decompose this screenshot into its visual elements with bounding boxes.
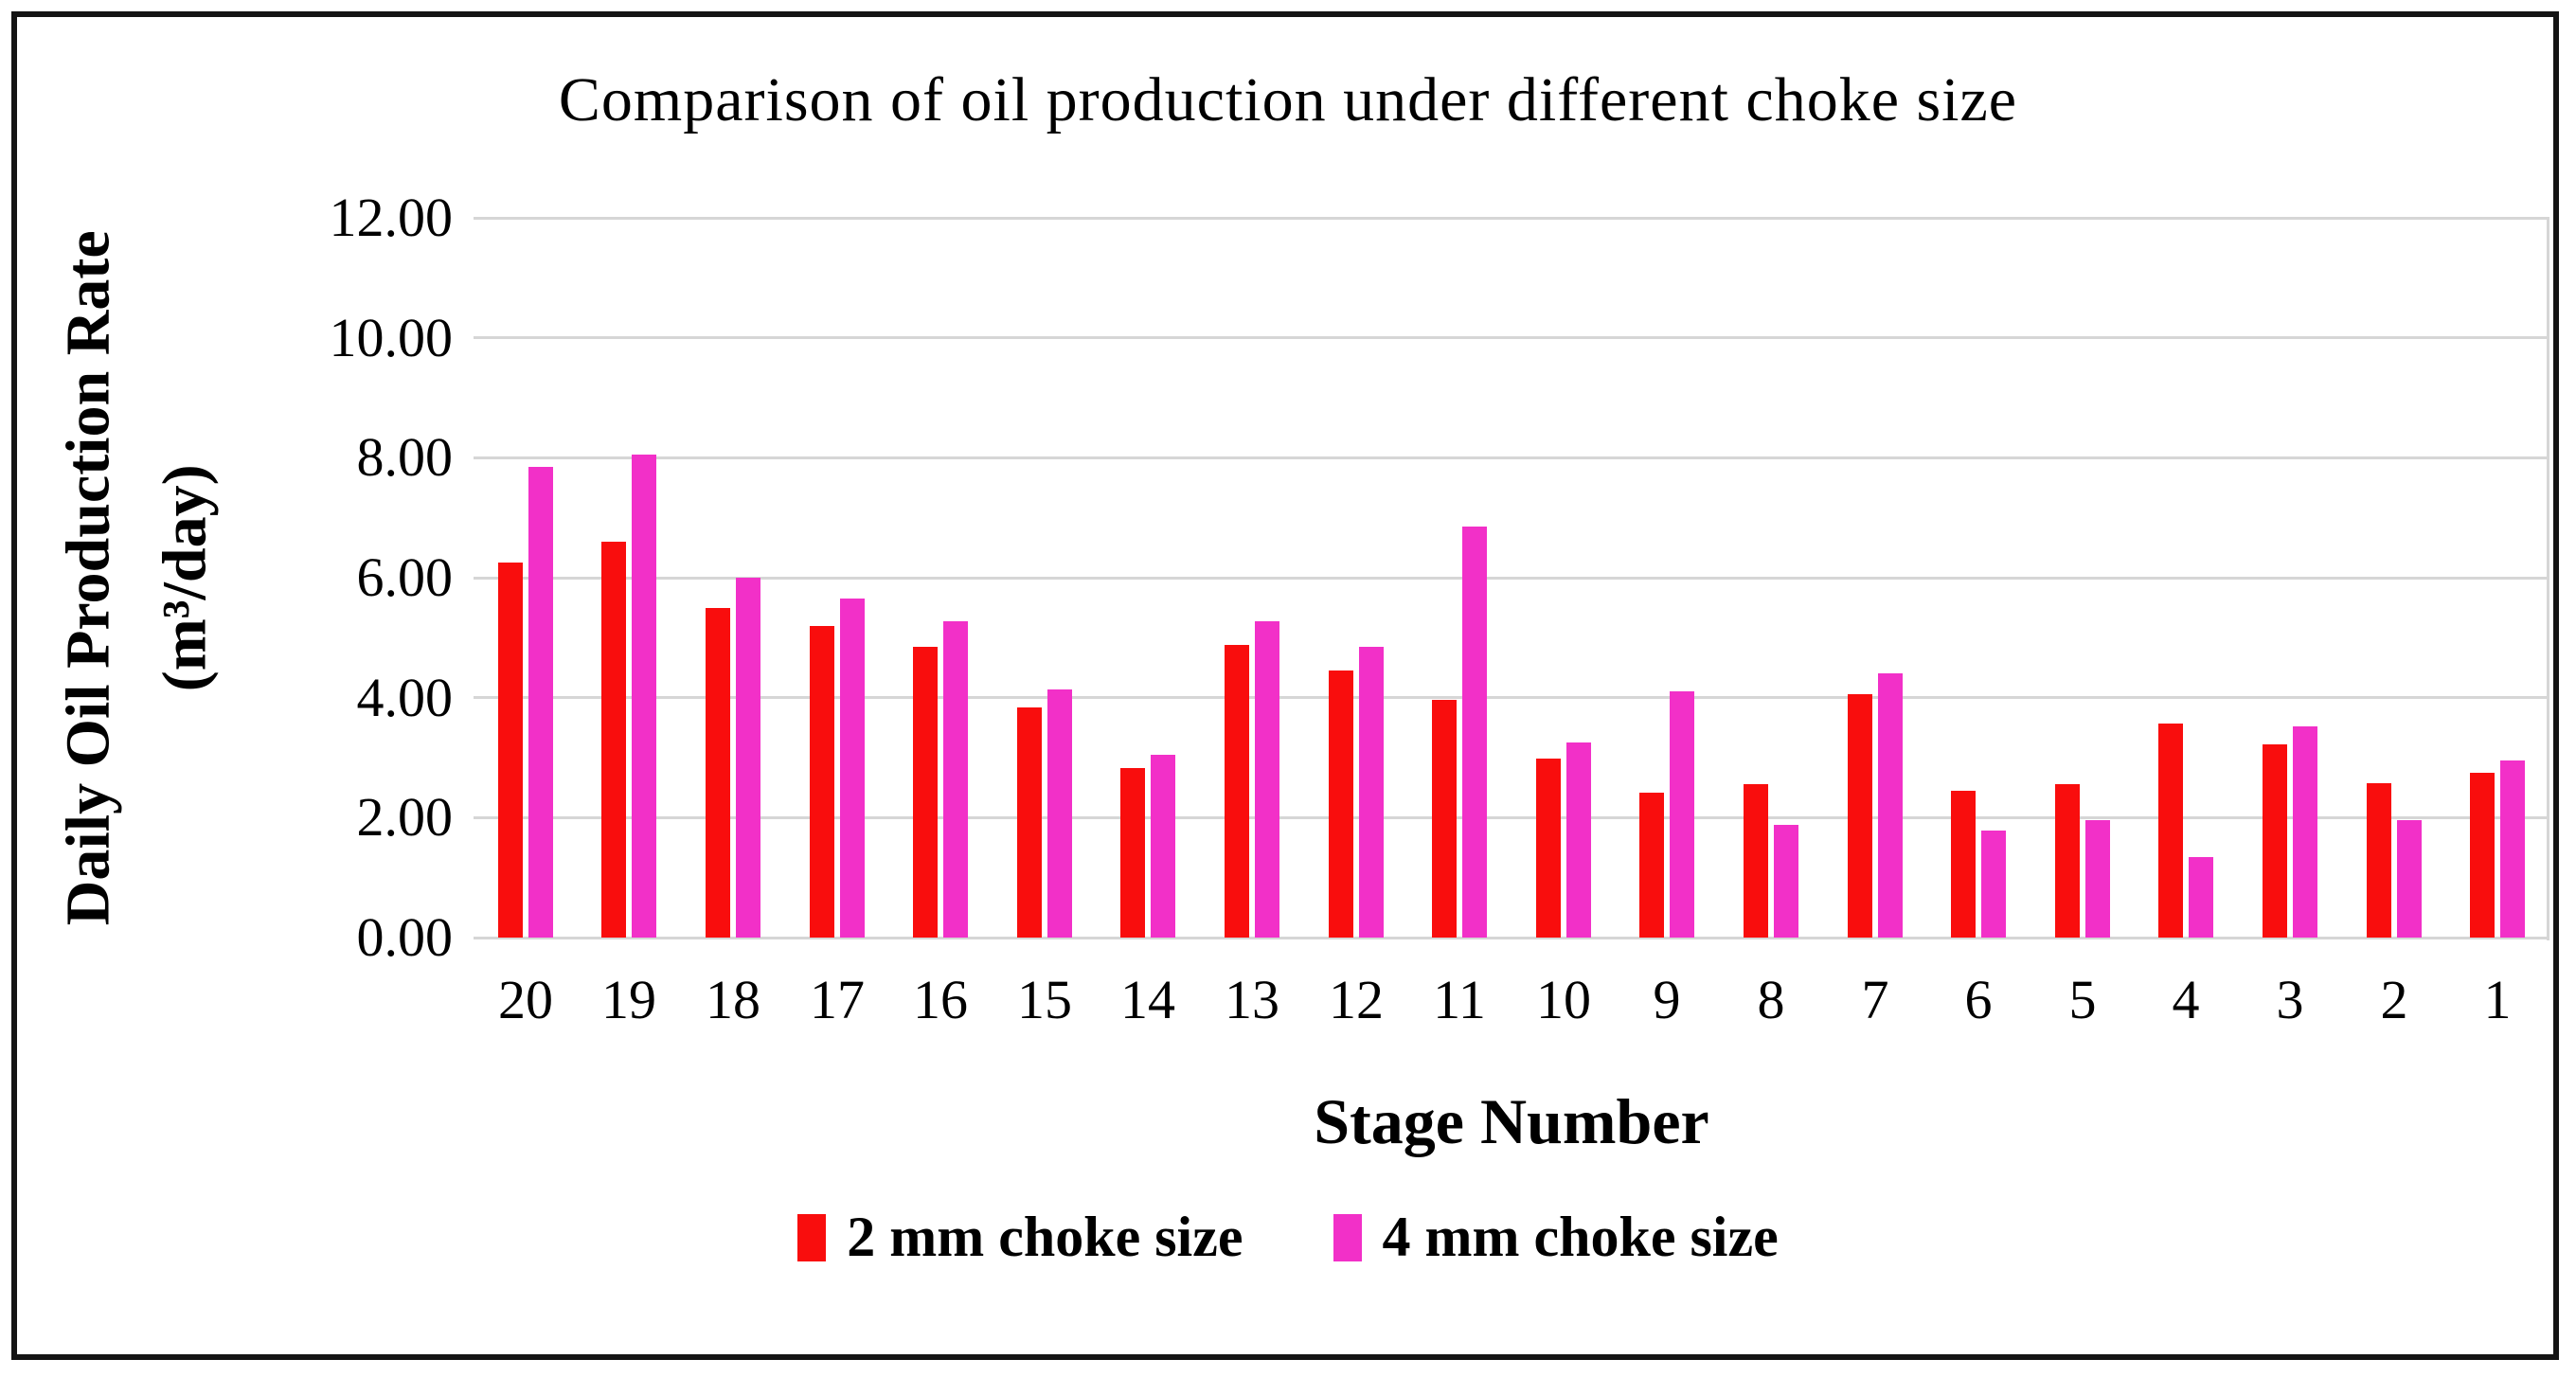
bar-4mm-stage-1 xyxy=(2500,760,2525,938)
x-tick-label-14: 14 xyxy=(1120,969,1175,1030)
y-tick-label-4.00: 4.00 xyxy=(356,666,454,728)
bar-2mm-stage-2 xyxy=(2367,783,2391,938)
bar-2mm-stage-14 xyxy=(1120,768,1145,938)
x-tick-label-10: 10 xyxy=(1536,969,1591,1030)
gridline-4.00 xyxy=(474,696,2549,700)
x-tick-label-20: 20 xyxy=(498,969,553,1030)
x-tick-label-13: 13 xyxy=(1225,969,1279,1030)
gridline-2.00 xyxy=(474,815,2549,819)
y-tick-label-6.00: 6.00 xyxy=(356,546,454,608)
bar-4mm-stage-5 xyxy=(2085,820,2110,938)
x-tick-label-5: 5 xyxy=(2068,969,2097,1030)
bar-4mm-stage-13 xyxy=(1255,621,1279,938)
bar-2mm-stage-6 xyxy=(1951,791,1976,938)
bar-2mm-stage-12 xyxy=(1329,671,1353,938)
x-tick-label-3: 3 xyxy=(2276,969,2304,1030)
bar-2mm-stage-8 xyxy=(1744,784,1768,938)
bar-4mm-stage-7 xyxy=(1878,673,1903,938)
bar-4mm-stage-3 xyxy=(2293,726,2317,938)
bar-4mm-stage-2 xyxy=(2397,820,2422,938)
legend-item-2mm: 2 mm choke size xyxy=(797,1205,1243,1270)
x-tick-label-12: 12 xyxy=(1329,969,1384,1030)
gridline-12.00 xyxy=(474,216,2549,220)
bar-2mm-stage-5 xyxy=(2055,784,2080,938)
y-axis-title-line1: Daily Oil Production Rate xyxy=(53,230,123,925)
y-axis-title: Daily Oil Production Rate (m³/day) xyxy=(28,114,246,1042)
x-tick-label-7: 7 xyxy=(1861,969,1889,1030)
x-tick-label-9: 9 xyxy=(1653,969,1681,1030)
gridline-8.00 xyxy=(474,456,2549,459)
y-axis-title-line2: (m³/day) xyxy=(151,464,220,691)
bar-4mm-stage-10 xyxy=(1566,742,1591,938)
bar-4mm-stage-15 xyxy=(1047,689,1072,938)
bar-2mm-stage-10 xyxy=(1536,759,1561,938)
bar-4mm-stage-19 xyxy=(632,455,656,938)
gridline-10.00 xyxy=(474,336,2549,340)
bar-4mm-stage-6 xyxy=(1981,831,2006,938)
x-tick-label-2: 2 xyxy=(2380,969,2408,1030)
bar-2mm-stage-3 xyxy=(2263,744,2287,938)
y-tick-label-2.00: 2.00 xyxy=(356,786,454,849)
y-tick-label-8.00: 8.00 xyxy=(356,426,454,489)
bar-4mm-stage-16 xyxy=(943,621,968,938)
bar-2mm-stage-13 xyxy=(1225,645,1249,938)
x-tick-label-15: 15 xyxy=(1017,969,1072,1030)
legend-label-2mm: 2 mm choke size xyxy=(847,1206,1243,1268)
x-tick-label-19: 19 xyxy=(601,969,656,1030)
bar-2mm-stage-15 xyxy=(1017,707,1042,938)
legend-swatch-2mm xyxy=(797,1213,827,1261)
bar-4mm-stage-12 xyxy=(1359,647,1384,938)
figure-border xyxy=(11,11,2559,1360)
bar-2mm-stage-1 xyxy=(2470,773,2495,938)
bar-2mm-stage-19 xyxy=(601,542,626,938)
bar-4mm-stage-4 xyxy=(2189,857,2213,938)
bar-4mm-stage-17 xyxy=(840,599,865,938)
bar-4mm-stage-14 xyxy=(1151,755,1175,938)
y-tick-label-10.00: 10.00 xyxy=(329,306,454,368)
x-tick-label-1: 1 xyxy=(2483,969,2512,1030)
x-tick-label-4: 4 xyxy=(2172,969,2200,1030)
legend-label-4mm: 4 mm choke size xyxy=(1382,1206,1779,1268)
bar-2mm-stage-18 xyxy=(706,608,730,938)
x-tick-label-16: 16 xyxy=(913,969,968,1030)
x-axis-title: Stage Number xyxy=(1314,1085,1709,1157)
gridline-6.00 xyxy=(474,576,2549,580)
bar-2mm-stage-9 xyxy=(1639,793,1664,938)
bar-4mm-stage-18 xyxy=(736,578,760,938)
plot-right-border xyxy=(2547,218,2549,940)
bar-2mm-stage-16 xyxy=(913,647,938,938)
legend-swatch-4mm xyxy=(1333,1213,1362,1261)
bar-2mm-stage-11 xyxy=(1432,700,1457,938)
bar-4mm-stage-8 xyxy=(1774,825,1798,938)
legend: 2 mm choke size 4 mm choke size xyxy=(0,1205,2576,1270)
bar-4mm-stage-20 xyxy=(528,467,553,938)
legend-item-4mm: 4 mm choke size xyxy=(1333,1205,1779,1270)
y-tick-label-12.00: 12.00 xyxy=(329,187,454,248)
x-tick-label-8: 8 xyxy=(1757,969,1785,1030)
x-tick-label-18: 18 xyxy=(706,969,760,1030)
plot-area: 0.00 2.00 4.00 6.00 8.00 10.00 12.00 20 19 18 17 16… xyxy=(330,190,2549,1030)
x-tick-label-6: 6 xyxy=(1964,969,1993,1030)
bar-4mm-stage-11 xyxy=(1462,527,1487,938)
bar-2mm-stage-17 xyxy=(810,626,834,938)
bar-2mm-stage-4 xyxy=(2158,724,2183,938)
bar-2mm-stage-7 xyxy=(1848,694,1872,938)
x-tick-label-17: 17 xyxy=(810,969,865,1030)
bar-4mm-stage-9 xyxy=(1670,691,1694,938)
chart-title: Comparison of oil production under diffe… xyxy=(558,65,2018,134)
y-tick-label-0.00: 0.00 xyxy=(356,906,454,968)
gridline-0.00 xyxy=(474,936,2549,939)
bar-2mm-stage-20 xyxy=(498,563,523,938)
x-tick-label-11: 11 xyxy=(1433,969,1486,1030)
